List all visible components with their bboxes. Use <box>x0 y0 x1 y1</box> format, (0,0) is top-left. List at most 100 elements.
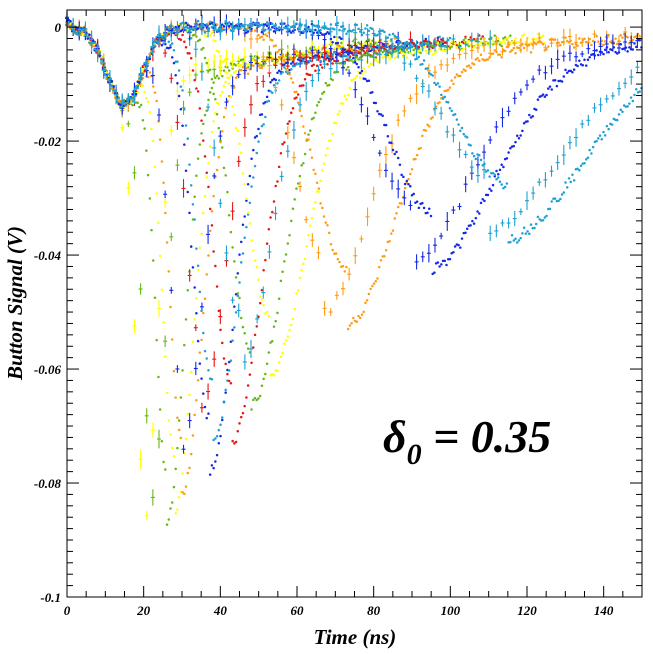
data-point <box>215 23 219 26</box>
data-point <box>177 24 181 28</box>
data-point <box>302 162 305 165</box>
data-point <box>260 124 264 128</box>
data-point <box>169 43 172 47</box>
data-point <box>186 23 189 27</box>
data-point <box>205 61 208 65</box>
data-point <box>179 396 183 399</box>
data-point <box>355 56 359 59</box>
data-point <box>105 74 108 78</box>
data-point <box>350 322 353 325</box>
data-point <box>336 257 340 261</box>
data-point <box>576 44 579 47</box>
data-point <box>236 272 240 275</box>
data-point <box>357 46 360 49</box>
data-point <box>196 157 200 160</box>
data-point <box>208 68 212 72</box>
data-point <box>507 36 510 39</box>
data-point <box>350 45 353 49</box>
data-point <box>302 262 305 266</box>
data-point <box>207 162 210 165</box>
data-point <box>188 393 191 397</box>
data-point <box>474 43 478 47</box>
data-point <box>250 408 253 411</box>
data-point <box>400 44 403 47</box>
data-point <box>493 34 497 37</box>
plot-background <box>67 10 642 597</box>
data-point <box>438 43 441 46</box>
data-point <box>479 158 483 162</box>
data-point <box>317 190 321 193</box>
data-point <box>591 145 595 149</box>
data-point <box>424 37 428 41</box>
data-point <box>619 42 622 46</box>
data-point <box>265 242 269 245</box>
data-point <box>431 74 434 77</box>
data-point <box>170 338 174 341</box>
data-point <box>174 467 177 471</box>
data-point <box>586 58 590 62</box>
data-point <box>541 42 545 46</box>
data-point <box>219 328 222 332</box>
data-point <box>478 59 481 63</box>
data-point <box>614 50 617 54</box>
data-point <box>571 173 574 177</box>
data-point <box>486 193 490 197</box>
data-point <box>343 48 346 51</box>
data-point <box>239 415 243 419</box>
data-point <box>101 61 105 64</box>
data-point <box>248 222 252 225</box>
data-point <box>238 253 241 256</box>
data-point <box>188 163 191 166</box>
data-point <box>143 90 146 94</box>
data-point <box>164 211 167 215</box>
data-point <box>184 485 188 488</box>
data-point <box>258 62 262 65</box>
data-point <box>188 52 191 55</box>
data-point <box>314 201 317 204</box>
data-point <box>348 324 352 327</box>
data-point <box>169 433 172 436</box>
data-point <box>231 439 234 443</box>
data-point <box>167 40 171 43</box>
data-point <box>233 326 236 329</box>
data-point <box>541 34 545 38</box>
data-point <box>252 148 255 152</box>
data-point <box>331 248 334 252</box>
data-point <box>205 23 208 26</box>
data-point <box>290 323 293 327</box>
data-point <box>369 40 372 43</box>
data-point <box>566 71 569 75</box>
data-point <box>276 71 279 74</box>
data-point <box>233 305 236 308</box>
data-point <box>340 37 343 41</box>
data-point <box>238 142 241 145</box>
data-point <box>364 77 367 81</box>
data-point <box>293 198 296 201</box>
data-point <box>227 69 231 72</box>
data-point <box>100 56 103 59</box>
data-point <box>222 400 226 403</box>
data-point <box>202 331 205 335</box>
data-point <box>403 52 407 56</box>
data-point <box>243 404 246 408</box>
data-point <box>269 216 272 219</box>
data-point <box>198 246 202 250</box>
data-point <box>271 26 274 29</box>
data-point <box>134 86 138 90</box>
data-point <box>222 84 226 88</box>
data-point <box>157 221 160 224</box>
data-point <box>541 93 545 96</box>
y-tick-label: -0.02 <box>34 134 62 149</box>
data-point <box>255 151 258 155</box>
data-point <box>255 134 258 138</box>
x-tick-label: 0 <box>64 603 71 618</box>
data-point <box>415 200 419 203</box>
data-point <box>183 143 186 146</box>
data-point <box>271 91 274 94</box>
data-point <box>155 99 158 103</box>
data-point <box>131 97 134 100</box>
data-point <box>307 233 310 237</box>
data-point <box>371 62 374 66</box>
data-point <box>248 373 252 376</box>
data-point <box>219 94 222 97</box>
